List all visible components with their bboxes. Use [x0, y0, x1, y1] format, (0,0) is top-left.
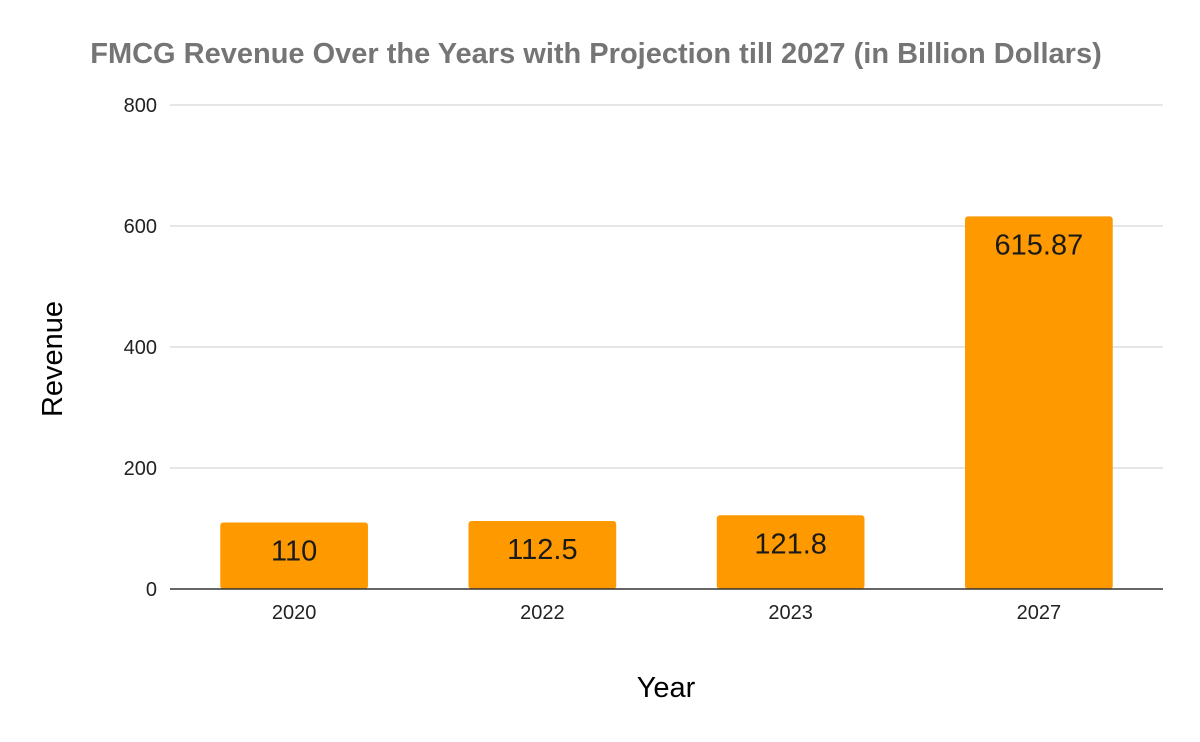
x-tick-label: 2027 [1017, 602, 1062, 624]
x-tick-label: 2020 [272, 602, 317, 624]
x-tick-label: 2022 [520, 602, 565, 624]
y-tick-labels: 0 200 400 600 800 [124, 95, 157, 601]
x-tick-label: 2023 [768, 602, 813, 624]
bar-data-labels: 110 112.5 121.8 615.87 [271, 229, 1083, 567]
y-axis-title: Revenue [37, 301, 69, 417]
bars [220, 216, 1113, 589]
bar-2023 [716, 515, 865, 589]
data-label-2027: 615.87 [995, 229, 1084, 261]
y-tick-label: 600 [124, 216, 157, 238]
data-label-2022: 112.5 [507, 534, 577, 566]
x-tick-labels: 2020 2022 2023 2027 [272, 602, 1061, 624]
y-tick-label: 0 [146, 579, 157, 601]
data-label-2023: 121.8 [754, 528, 827, 560]
data-label-2020: 110 [271, 535, 317, 567]
chart-title: FMCG Revenue Over the Years with Project… [90, 38, 1102, 70]
bar-2020 [220, 522, 368, 589]
y-tick-label: 800 [124, 95, 157, 117]
bar-2027 [965, 216, 1113, 589]
x-axis-title: Year [637, 672, 696, 704]
y-tick-label: 400 [124, 337, 157, 359]
y-tick-label: 200 [124, 458, 157, 480]
bar-2022 [468, 520, 617, 589]
